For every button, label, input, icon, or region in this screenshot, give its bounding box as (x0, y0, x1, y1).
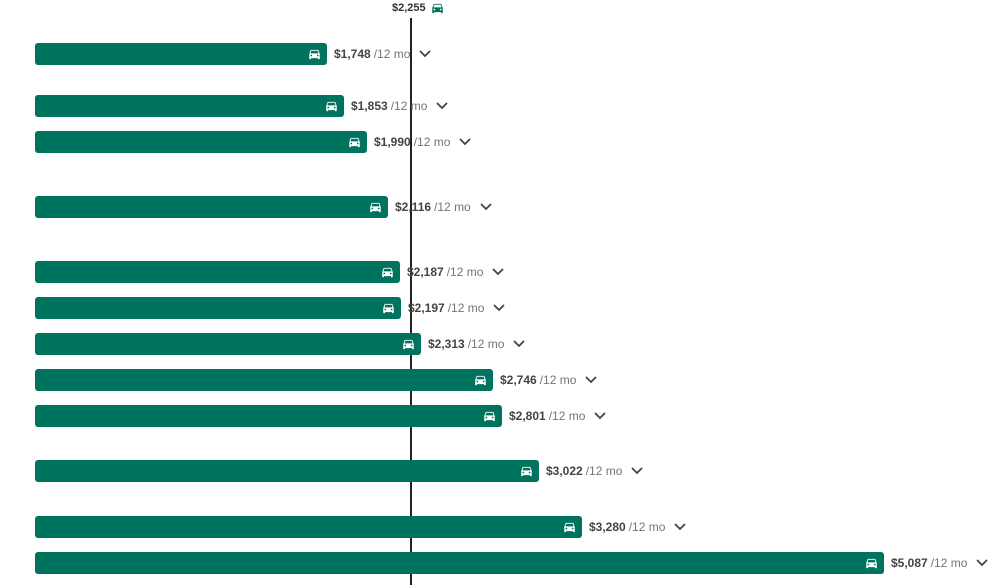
premium-period: /12 mo (373, 47, 411, 61)
chevron-down-icon[interactable] (674, 523, 686, 531)
chevron-down-icon[interactable] (513, 340, 525, 348)
chevron-down-icon[interactable] (493, 304, 505, 312)
premium-amount: $3,280 (589, 520, 626, 534)
bar-row: $1,990/12 mo (0, 131, 1002, 153)
premium-period: /12 mo (390, 99, 428, 113)
premium-bar[interactable] (35, 333, 421, 355)
car-icon (482, 409, 497, 423)
premium-bar[interactable] (35, 95, 344, 117)
premium-bar[interactable] (35, 516, 582, 538)
car-icon (307, 47, 322, 61)
car-icon (368, 200, 383, 214)
reference-label: $2,255 (392, 0, 445, 16)
premium-period: /12 mo (446, 265, 484, 279)
bar-value-label: $5,087/12 mo (891, 552, 988, 574)
chevron-down-icon[interactable] (492, 268, 504, 276)
bar-value-label: $1,748/12 mo (334, 43, 431, 65)
bar-row: $2,116/12 mo (0, 196, 1002, 218)
premium-bar[interactable] (35, 131, 367, 153)
premium-period: /12 mo (628, 520, 666, 534)
premium-bar[interactable] (35, 297, 401, 319)
bar-row: $5,087/12 mo (0, 552, 1002, 574)
premium-period: /12 mo (585, 464, 623, 478)
premium-bar[interactable] (35, 405, 502, 427)
premium-amount: $1,748 (334, 47, 371, 61)
premium-period: /12 mo (467, 337, 505, 351)
premium-amount: $5,087 (891, 556, 928, 570)
chevron-down-icon[interactable] (419, 50, 431, 58)
bar-row: $1,853/12 mo (0, 95, 1002, 117)
premium-period: /12 mo (548, 409, 586, 423)
bar-row: $3,022/12 mo (0, 460, 1002, 482)
premium-period: /12 mo (539, 373, 577, 387)
car-icon (347, 135, 362, 149)
bar-value-label: $2,313/12 mo (428, 333, 525, 355)
bar-row: $2,801/12 mo (0, 405, 1002, 427)
premium-period: /12 mo (930, 556, 968, 570)
bar-value-label: $2,187/12 mo (407, 261, 504, 283)
reference-value: $2,255 (392, 2, 426, 14)
premium-bar[interactable] (35, 369, 493, 391)
premium-amount: $1,990 (374, 135, 411, 149)
bar-row: $2,197/12 mo (0, 297, 1002, 319)
premium-period: /12 mo (434, 200, 471, 214)
chevron-down-icon[interactable] (459, 138, 471, 146)
car-icon (430, 1, 445, 15)
chevron-down-icon[interactable] (594, 412, 606, 420)
bar-row: $2,746/12 mo (0, 369, 1002, 391)
premium-amount: $1,853 (351, 99, 388, 113)
bar-value-label: $2,801/12 mo (509, 405, 606, 427)
premium-bar[interactable] (35, 552, 884, 574)
premium-amount: $2,746 (500, 373, 537, 387)
chevron-down-icon[interactable] (631, 467, 643, 475)
bar-value-label: $1,990/12 mo (374, 131, 471, 153)
car-icon (519, 464, 534, 478)
bar-row: $2,313/12 mo (0, 333, 1002, 355)
reference-line (410, 18, 412, 585)
premium-bar[interactable] (35, 261, 400, 283)
bar-value-label: $2,746/12 mo (500, 369, 597, 391)
car-icon (380, 265, 395, 279)
car-icon (473, 373, 488, 387)
bar-value-label: $3,022/12 mo (546, 460, 643, 482)
car-icon (324, 99, 339, 113)
chevron-down-icon[interactable] (480, 203, 492, 211)
bar-row: $2,187/12 mo (0, 261, 1002, 283)
premium-amount: $2,313 (428, 337, 465, 351)
bar-value-label: $2,116/12 mo (395, 196, 492, 218)
chevron-down-icon[interactable] (436, 102, 448, 110)
premium-amount: $2,187 (407, 265, 444, 279)
chevron-down-icon[interactable] (976, 559, 988, 567)
car-icon (401, 337, 416, 351)
bar-value-label: $3,280/12 mo (589, 516, 686, 538)
premium-amount: $2,197 (408, 301, 445, 315)
premium-amount: $3,022 (546, 464, 583, 478)
bar-row: $3,280/12 mo (0, 516, 1002, 538)
bar-row: $1,748/12 mo (0, 43, 1002, 65)
chevron-down-icon[interactable] (585, 376, 597, 384)
premium-period: /12 mo (413, 135, 451, 149)
premium-bar[interactable] (35, 43, 327, 65)
bar-value-label: $1,853/12 mo (351, 95, 448, 117)
premium-period: /12 mo (447, 301, 485, 315)
premium-bar[interactable] (35, 460, 539, 482)
premium-bar[interactable] (35, 196, 388, 218)
bar-value-label: $2,197/12 mo (408, 297, 505, 319)
car-icon (562, 520, 577, 534)
car-icon (864, 556, 879, 570)
premium-amount: $2,801 (509, 409, 546, 423)
car-icon (381, 301, 396, 315)
premium-amount: $2,116 (395, 200, 432, 214)
